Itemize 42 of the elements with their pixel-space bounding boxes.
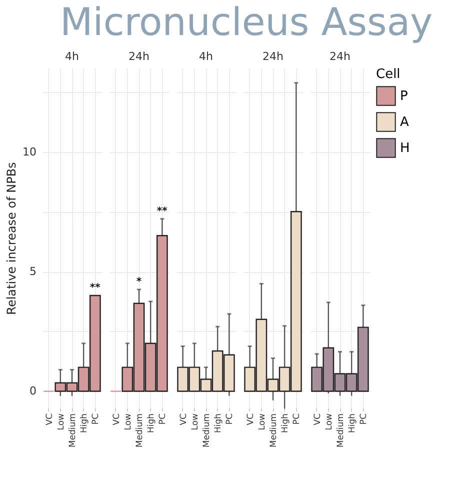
- x-tick-label: PC: [359, 413, 370, 425]
- x-tick-label: High: [214, 414, 224, 434]
- x-tick-label: High: [146, 414, 157, 434]
- x-tick-label: VC: [246, 413, 256, 426]
- x-tick-label: Low: [123, 413, 134, 430]
- x-tick-label: Medium: [336, 414, 346, 448]
- x-tick-label: Medium: [135, 414, 145, 448]
- annotation: *: [136, 276, 142, 288]
- chart-title: 4h: [199, 50, 214, 63]
- x-tick-label: Medium: [269, 414, 279, 448]
- annotation: **: [156, 206, 168, 217]
- x-tick-label: PC: [91, 413, 102, 425]
- x-tick-label: High: [280, 414, 291, 434]
- x-tick-label: Low: [56, 413, 66, 430]
- chart-title: 4h: [65, 50, 80, 63]
- x-tick-label: Medium: [202, 414, 212, 448]
- x-tick-label: VC: [312, 413, 323, 426]
- x-tick-label: Medium: [68, 414, 78, 448]
- chart-title: 24h: [330, 50, 351, 63]
- text: Micronucleus Assay: [60, 0, 433, 44]
- x-tick-label: PC: [225, 413, 236, 425]
- y-tick-label: 0: [30, 384, 36, 398]
- y-tick-label: 5: [30, 265, 36, 278]
- legend-title: Cell: [376, 67, 400, 82]
- legend-label: H: [400, 141, 410, 156]
- x-tick-label: Low: [324, 413, 334, 430]
- legend-label: P: [400, 89, 408, 104]
- x-tick-label: VC: [178, 413, 189, 426]
- x-tick-label: High: [348, 414, 358, 434]
- x-tick-label: VC: [44, 413, 55, 426]
- y-axis-title: Relative increase of NPBs: [4, 162, 19, 315]
- chart-title: 24h: [262, 50, 284, 63]
- x-tick-label: VC: [112, 413, 122, 426]
- y-tick-label: 10: [22, 145, 36, 158]
- annotation: **: [90, 282, 102, 294]
- x-tick-label: High: [80, 414, 90, 434]
- legend-label: A: [400, 115, 409, 130]
- x-tick-label: Low: [190, 413, 200, 430]
- chart-title: 24h: [128, 50, 150, 63]
- x-tick-label: PC: [158, 413, 168, 425]
- x-tick-label: Low: [257, 413, 268, 430]
- x-tick-label: PC: [292, 413, 302, 425]
